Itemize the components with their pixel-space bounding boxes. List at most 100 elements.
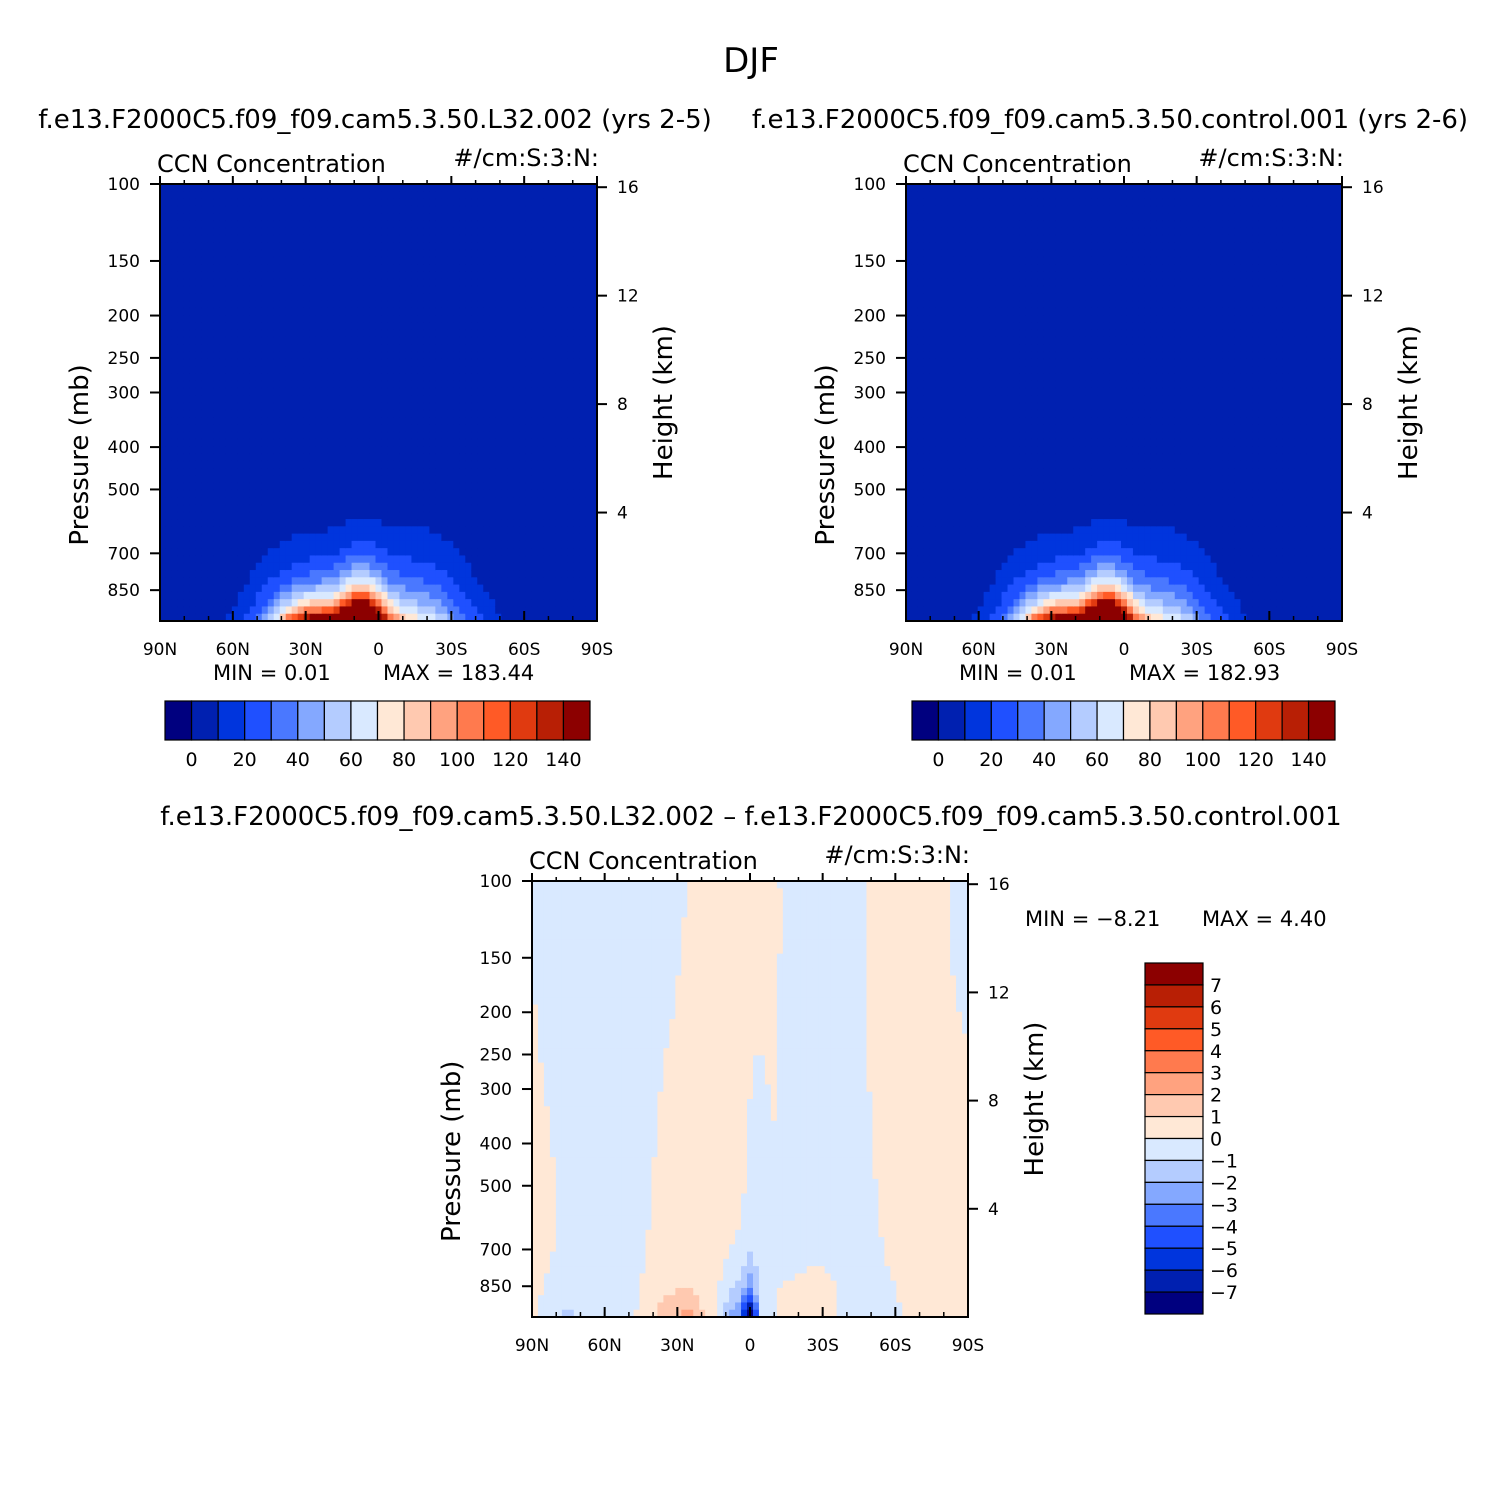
contour-cell	[303, 387, 311, 396]
contour-cell	[561, 460, 568, 469]
contour-cell	[453, 315, 460, 323]
contour-cell	[917, 271, 925, 280]
contour-cell	[207, 264, 215, 272]
contour-cell	[315, 336, 323, 345]
contour-cell	[423, 336, 430, 345]
contour-cell	[345, 366, 353, 374]
x-tick-label: 30S	[435, 640, 467, 660]
contour-cell	[160, 351, 167, 360]
contour-cell	[165, 395, 173, 404]
contour-cell	[285, 438, 293, 447]
contour-cell	[531, 511, 538, 520]
contour-cell	[255, 351, 263, 360]
contour-cell	[465, 446, 472, 455]
contour-cell	[231, 613, 239, 622]
contour-cell	[255, 591, 263, 600]
contour-cell	[267, 293, 275, 302]
contour-cell	[917, 438, 925, 447]
contour-cell	[489, 336, 496, 345]
contour-cell	[561, 475, 568, 484]
contour-cell	[207, 417, 215, 425]
contour-cell	[513, 519, 520, 527]
contour-cell	[573, 511, 580, 520]
contour-cell	[387, 256, 395, 265]
contour-cell	[381, 249, 389, 258]
contour-cell	[441, 285, 448, 294]
contour-cell	[261, 613, 269, 622]
contour-cell	[225, 511, 233, 520]
contour-cell	[261, 460, 269, 469]
contour-cell	[225, 526, 233, 535]
contour-cell	[917, 285, 925, 294]
contour-cell	[309, 256, 317, 265]
contour-cell	[231, 431, 239, 440]
contour-cell	[375, 198, 383, 207]
contour-cell	[495, 249, 502, 258]
contour-cell	[519, 497, 526, 506]
contour-cell	[941, 256, 949, 265]
contour-cell	[375, 256, 383, 265]
contour-cell	[267, 511, 275, 520]
contour-cell	[917, 533, 925, 542]
contour-cell	[207, 562, 215, 571]
contour-cell	[375, 184, 383, 192]
contour-cell	[935, 358, 943, 367]
contour-cell	[237, 570, 245, 578]
contour-cell	[339, 606, 347, 615]
contour-cell	[399, 446, 407, 455]
contour-cell	[935, 264, 943, 272]
contour-cell	[585, 606, 592, 615]
contour-cell	[537, 584, 544, 593]
contour-cell	[207, 307, 215, 316]
contour-cell	[411, 293, 419, 302]
contour-cell	[399, 475, 407, 484]
contour-cell	[351, 606, 359, 615]
contour-cell	[477, 468, 484, 476]
contour-cell	[387, 460, 395, 469]
contour-cell	[941, 475, 949, 484]
contour-cell	[303, 271, 311, 280]
contour-cell	[195, 460, 203, 469]
contour-cell	[489, 402, 496, 411]
contour-cell	[417, 519, 424, 527]
contour-cell	[543, 460, 550, 469]
contour-cell	[525, 468, 532, 476]
contour-cell	[453, 409, 460, 418]
contour-cell	[273, 278, 281, 287]
contour-cell	[411, 213, 419, 222]
contour-cell	[495, 300, 502, 309]
contour-cell	[423, 271, 430, 280]
contour-cell	[160, 271, 167, 280]
contour-cell	[441, 540, 448, 549]
contour-cell	[357, 191, 365, 200]
contour-cell	[429, 504, 436, 513]
contour-cell	[519, 489, 526, 498]
contour-cell	[243, 584, 251, 593]
contour-cell	[591, 540, 598, 549]
contour-cell	[447, 213, 454, 222]
contour-cell	[393, 584, 401, 593]
contour-cell	[579, 278, 586, 287]
contour-cell	[585, 548, 592, 557]
contour-cell	[327, 264, 335, 272]
contour-cell	[375, 606, 383, 615]
contour-cell	[423, 577, 430, 586]
contour-cell	[489, 504, 496, 513]
contour-cell	[339, 548, 347, 557]
contour-cell	[160, 344, 167, 353]
contour-cell	[543, 548, 550, 557]
contour-cell	[561, 497, 568, 506]
contour-cell	[363, 344, 371, 353]
contour-cell	[519, 562, 526, 571]
contour-cell	[495, 366, 502, 374]
contour-cell	[399, 198, 407, 207]
contour-cell	[591, 504, 598, 513]
contour-cell	[291, 198, 299, 207]
contour-cell	[309, 373, 317, 382]
contour-cell	[591, 322, 598, 331]
contour-cell	[573, 475, 580, 484]
contour-cell	[489, 256, 496, 265]
contour-cell	[953, 205, 961, 214]
contour-cell	[243, 387, 251, 396]
contour-cell	[321, 205, 329, 214]
